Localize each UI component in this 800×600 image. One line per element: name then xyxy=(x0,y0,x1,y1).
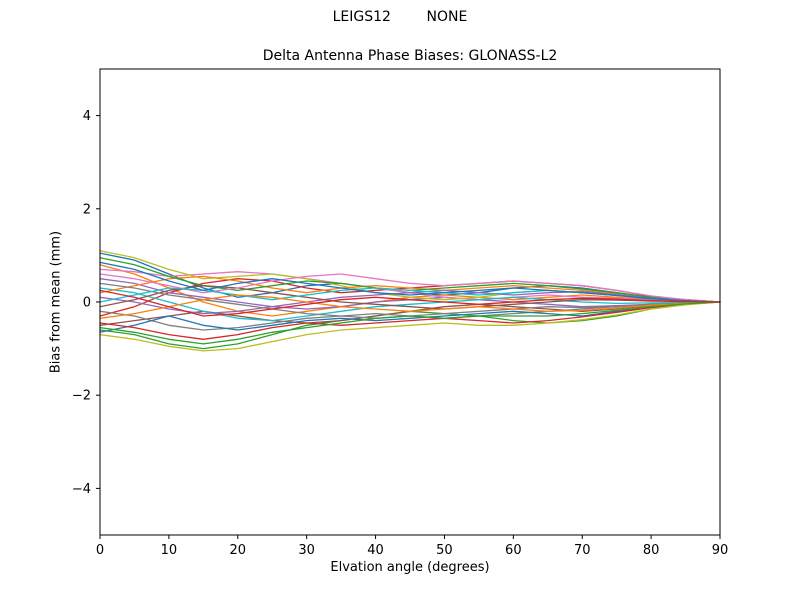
y-tick-label: 4 xyxy=(83,109,91,124)
series-line-17 xyxy=(99,273,721,303)
series-line-23 xyxy=(99,301,721,345)
y-tick-label: −2 xyxy=(72,389,91,404)
y-tick-label: −4 xyxy=(72,482,91,497)
y-tick-label: 0 xyxy=(83,296,91,311)
x-tick-label: 50 xyxy=(436,543,453,558)
series-line-14 xyxy=(99,301,721,340)
series-line-24 xyxy=(99,289,721,317)
x-tick-label: 80 xyxy=(643,543,660,558)
series-line-16 xyxy=(99,285,721,310)
y-axis-label: Bias from mean (mm) xyxy=(48,230,64,374)
chart-title: Delta Antenna Phase Biases: GLONASS-L2 xyxy=(262,48,558,64)
x-tick-label: 10 xyxy=(161,543,178,558)
x-tick-label: 60 xyxy=(505,543,522,558)
series-line-10 xyxy=(99,287,721,322)
series-line-12 xyxy=(99,275,721,303)
x-tick-label: 90 xyxy=(712,543,729,558)
x-axis-label: Elvation angle (degrees) xyxy=(330,560,490,575)
series-line-11 xyxy=(99,301,721,333)
series-line-21 xyxy=(99,261,721,303)
series-line-22 xyxy=(99,294,721,319)
y-tick-label: 2 xyxy=(83,202,91,217)
figure-suptitle: LEIGS12 NONE xyxy=(332,9,468,25)
x-tick-label: 0 xyxy=(96,543,104,558)
series-line-19 xyxy=(99,301,721,352)
x-tick-label: 70 xyxy=(574,543,591,558)
x-tick-label: 20 xyxy=(230,543,247,558)
series-line-15 xyxy=(99,289,721,315)
x-tick-label: 40 xyxy=(367,543,384,558)
x-tick-label: 30 xyxy=(298,543,315,558)
